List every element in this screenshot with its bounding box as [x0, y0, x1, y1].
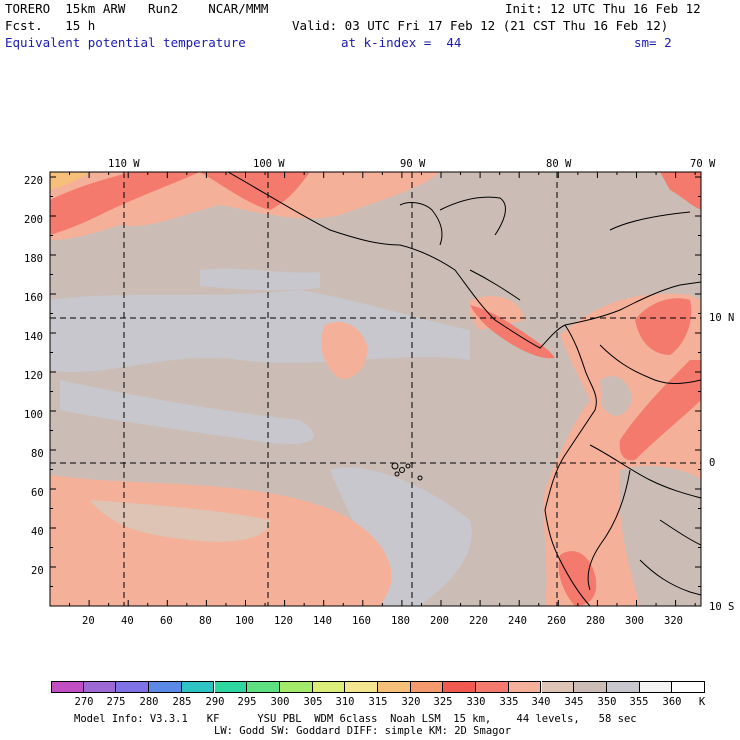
lon-label-80w: 80 W — [546, 158, 572, 170]
colorbar-cell — [378, 681, 411, 693]
colorbar-cell — [508, 681, 542, 693]
colorbar-cell — [672, 681, 705, 693]
lon-label-110w: 110 W — [108, 158, 140, 170]
colorbar-label: 310 — [335, 696, 355, 708]
coastlines — [227, 172, 701, 606]
lon-label-70w: 70 W — [690, 158, 716, 170]
colorbar-label: 340 — [531, 696, 551, 708]
colorbar-cell — [410, 681, 444, 693]
y-tick-label: 40 — [31, 526, 44, 538]
colorbar-cell — [181, 681, 215, 693]
y-tick-label: 120 — [24, 370, 43, 382]
x-tick-label: 300 — [625, 615, 644, 627]
shaded-field — [50, 172, 701, 606]
lon-label-100w: 100 W — [253, 158, 285, 170]
colorbar-label: 350 — [597, 696, 617, 708]
valid-time: Valid: 03 UTC Fri 17 Feb 12 (21 CST Thu … — [292, 18, 669, 33]
y-tick-label: 180 — [24, 253, 43, 265]
lat-label-10n: 10 N — [709, 312, 735, 324]
colorbar-cell — [51, 681, 84, 693]
colorbar-label: 315 — [368, 696, 388, 708]
forecast-hour: Fcst. 15 h — [5, 18, 96, 33]
colorbar-cell — [476, 681, 509, 693]
smoothing-label: sm= 2 — [634, 35, 672, 50]
y-tick-label: 20 — [31, 565, 44, 577]
y-tick-label: 160 — [24, 292, 43, 304]
colorbar-label: 300 — [270, 696, 290, 708]
colorbar-cell — [214, 681, 248, 693]
colorbar-label: 280 — [139, 696, 159, 708]
colorbar-label: 305 — [303, 696, 323, 708]
colorbar-label: 320 — [401, 696, 421, 708]
colorbar-label: 355 — [629, 696, 649, 708]
model-info: Model Info: V3.3.1 KF YSU PBL WDM 6class… — [74, 713, 637, 725]
x-tick-label: 180 — [391, 615, 410, 627]
init-time: Init: 12 UTC Thu 16 Feb 12 — [505, 1, 701, 16]
colorbar-label: 330 — [466, 696, 486, 708]
colorbar-unit: K — [698, 696, 706, 708]
x-tick-label: 200 — [430, 615, 449, 627]
colorbar-label: 270 — [74, 696, 94, 708]
y-tick-label: 140 — [24, 331, 43, 343]
colorbar-cell — [312, 681, 346, 693]
colorbar-label: 295 — [237, 696, 257, 708]
y-tick-label: 80 — [31, 448, 44, 460]
colorbar-cell — [639, 681, 673, 693]
x-tick-label: 20 — [82, 615, 95, 627]
lat-label-10s: 10 S — [709, 601, 735, 613]
lat-lon-grid — [50, 172, 701, 606]
x-tick-label: 60 — [160, 615, 173, 627]
map-frame — [49, 171, 702, 607]
colorbar-cell — [345, 681, 378, 693]
field-name: Equivalent potential temperature — [5, 35, 246, 50]
colorbar-cell — [541, 681, 575, 693]
physics-info: LW: Godd SW: Goddard DIFF: simple KM: 2D… — [214, 725, 512, 737]
x-tick-label: 80 — [199, 615, 212, 627]
x-tick-label: 280 — [586, 615, 605, 627]
x-tick-label: 140 — [313, 615, 332, 627]
colorbar-cell — [116, 681, 150, 693]
colorbar-cell — [574, 681, 607, 693]
colorbar-label: 335 — [499, 696, 519, 708]
x-tick-label: 40 — [121, 615, 134, 627]
x-tick-label: 320 — [664, 615, 683, 627]
x-tick-label: 220 — [469, 615, 488, 627]
colorbar-cell — [83, 681, 117, 693]
x-tick-label: 100 — [235, 615, 254, 627]
y-tick-label: 100 — [24, 409, 43, 421]
y-tick-label: 60 — [31, 487, 44, 499]
colorbar-cell — [149, 681, 182, 693]
x-tick-label: 240 — [508, 615, 527, 627]
colorbar-cell — [247, 681, 280, 693]
lat-label-0: 0 — [709, 457, 716, 469]
x-tick-label: 120 — [274, 615, 293, 627]
colorbar-label: 275 — [106, 696, 126, 708]
x-tick-label: 260 — [547, 615, 566, 627]
x-tick-label: 160 — [352, 615, 371, 627]
colorbar-label: 285 — [172, 696, 192, 708]
colorbar-cell — [606, 681, 640, 693]
model-run-title: TORERO 15km ARW Run2 NCAR/MMM — [5, 1, 269, 16]
y-tick-label: 220 — [24, 175, 43, 187]
colorbar-label: 290 — [205, 696, 225, 708]
axis-ticks — [49, 172, 701, 607]
y-tick-label: 200 — [24, 214, 43, 226]
colorbar-label: 325 — [433, 696, 453, 708]
lon-label-90w: 90 W — [400, 158, 426, 170]
colorbar-label: 360 — [662, 696, 682, 708]
vertical-level: at k-index = 44 — [341, 35, 462, 50]
colorbar-cell — [443, 681, 477, 693]
colorbar-label: 345 — [564, 696, 584, 708]
colorbar-cell — [279, 681, 313, 693]
